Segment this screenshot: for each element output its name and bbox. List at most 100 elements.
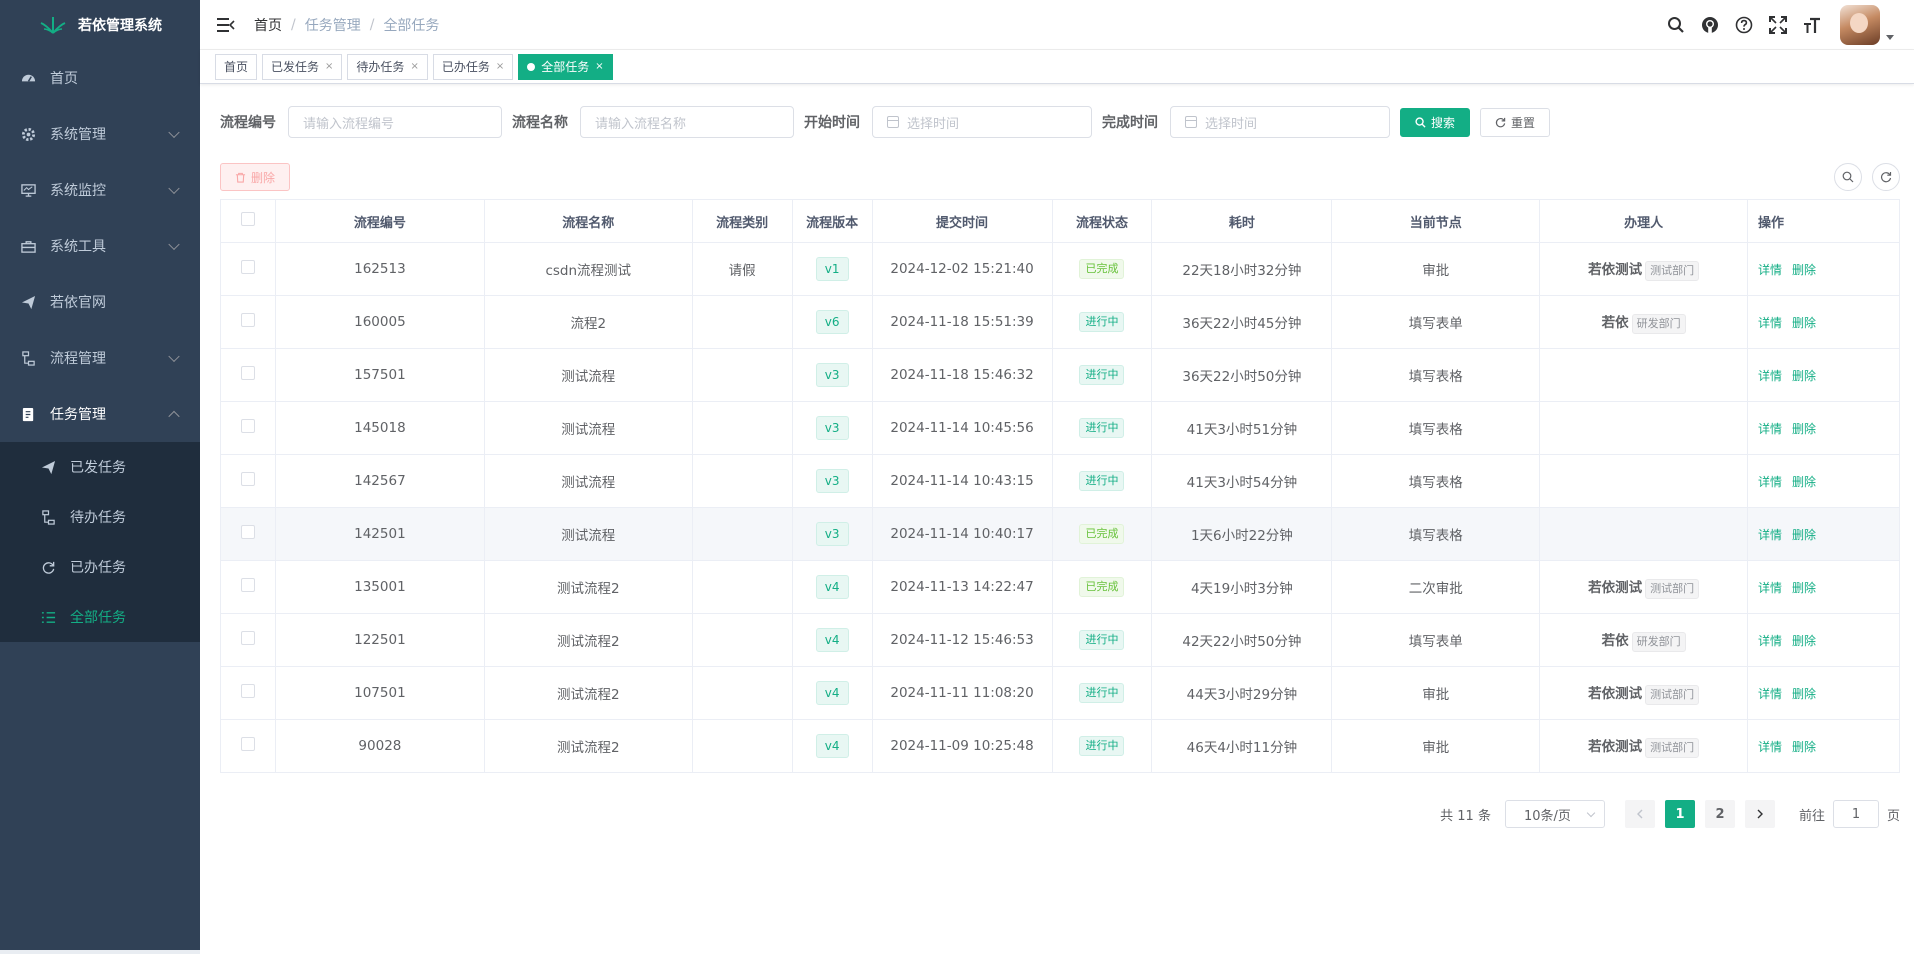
table-row[interactable]: 145018 测试流程 v3 2024-11-14 10:45:56 进行中 41天3小时… — [220, 401, 1900, 455]
row-checkbox[interactable] — [240, 684, 255, 698]
delete-link[interactable]: 删除 — [1792, 474, 1817, 489]
row-checkbox[interactable] — [240, 631, 255, 645]
tag-3[interactable]: 已办任务 × — [432, 53, 514, 80]
delete-link[interactable]: 删除 — [1792, 315, 1817, 330]
help-icon[interactable] — [1734, 15, 1754, 35]
sidebar-item-0[interactable]: 首页 — [0, 50, 200, 106]
table-row[interactable]: 160005 流程2 v6 2024-11-18 15:51:39 进行中 36天22小时… — [220, 295, 1900, 349]
detail-link[interactable]: 详情 — [1758, 580, 1783, 595]
detail-link[interactable]: 详情 — [1758, 315, 1783, 330]
chevron-down-icon[interactable] — [1886, 34, 1894, 40]
status-badge: 进行中 — [1079, 630, 1125, 650]
table-row[interactable]: 142501 测试流程 v3 2024-11-14 10:40:17 已完成 1天6小时2… — [220, 507, 1900, 561]
close-icon[interactable]: × — [325, 61, 334, 72]
detail-link[interactable]: 详情 — [1758, 739, 1783, 754]
tag-4[interactable]: 全部任务 × — [518, 53, 613, 80]
column-header: 操作 — [1747, 199, 1900, 243]
row-checkbox[interactable] — [240, 472, 255, 486]
select-all-checkbox[interactable] — [240, 212, 255, 226]
delete-link[interactable]: 删除 — [1792, 527, 1817, 542]
row-checkbox[interactable] — [240, 578, 255, 592]
row-checkbox[interactable] — [240, 260, 255, 274]
delete-link[interactable]: 删除 — [1792, 368, 1817, 383]
cell-current-node: 审批 — [1331, 242, 1541, 296]
toggle-search-button[interactable] — [1834, 163, 1862, 191]
delete-link[interactable]: 删除 — [1792, 739, 1817, 754]
fullscreen-icon[interactable] — [1768, 15, 1788, 35]
close-icon[interactable]: × — [595, 61, 604, 72]
proc-no-input[interactable]: 请输入流程编号 — [288, 106, 502, 138]
cell-status: 已完成 — [1051, 242, 1153, 296]
row-checkbox[interactable] — [240, 737, 255, 751]
prev-page-button[interactable] — [1624, 800, 1655, 828]
delete-link[interactable]: 删除 — [1792, 580, 1817, 595]
row-checkbox[interactable] — [240, 525, 255, 539]
cell-assignee: 若依测试 测试部门 — [1539, 242, 1749, 296]
delete-link[interactable]: 删除 — [1792, 633, 1817, 648]
detail-link[interactable]: 详情 — [1758, 474, 1783, 489]
table-row[interactable]: 135001 测试流程2 v4 2024-11-13 14:22:47 已完成 4天19小… — [220, 560, 1900, 614]
cell-submit-time: 2024-11-09 10:25:48 — [871, 719, 1053, 773]
row-select-cell — [220, 719, 276, 773]
detail-link[interactable]: 详情 — [1758, 527, 1783, 542]
breadcrumb-home[interactable]: 首页 — [254, 17, 282, 34]
submenu-item-2[interactable]: 已办任务 — [0, 542, 200, 592]
proc-name-input[interactable]: 请输入流程名称 — [580, 106, 794, 138]
search-icon[interactable] — [1666, 15, 1686, 35]
delete-link[interactable]: 删除 — [1792, 686, 1817, 701]
tag-2[interactable]: 待办任务 × — [347, 53, 428, 80]
table-row[interactable]: 157501 测试流程 v3 2024-11-18 15:46:32 进行中 36天22小… — [220, 348, 1900, 402]
goto-page-input[interactable]: 1 — [1832, 800, 1879, 828]
row-checkbox[interactable] — [240, 313, 255, 327]
detail-link[interactable]: 详情 — [1758, 633, 1783, 648]
delete-link[interactable]: 删除 — [1792, 421, 1817, 436]
logo[interactable]: 若依管理系统 — [0, 0, 200, 50]
sidebar-item-5[interactable]: 流程管理 — [0, 330, 200, 386]
hamburger-icon[interactable] — [216, 15, 236, 35]
table-row[interactable]: 90028 测试流程2 v4 2024-11-09 10:25:48 进行中 46天4小时… — [220, 719, 1900, 773]
close-icon[interactable]: × — [410, 61, 419, 72]
submenu-item-3[interactable]: 全部任务 — [0, 592, 200, 642]
submenu-item-1[interactable]: 待办任务 — [0, 492, 200, 542]
submenu-item-0[interactable]: 已发任务 — [0, 442, 200, 492]
cell-submit-time: 2024-11-11 11:08:20 — [871, 666, 1053, 720]
table-row[interactable]: 107501 测试流程2 v4 2024-11-11 11:08:20 进行中 44天3小… — [220, 666, 1900, 720]
sidebar-item-1[interactable]: 系统管理 — [0, 106, 200, 162]
page-button-2[interactable]: 2 — [1704, 800, 1735, 828]
sidebar-item-2[interactable]: 系统监控 — [0, 162, 200, 218]
tag-label: 已办任务 — [441, 60, 490, 74]
detail-link[interactable]: 详情 — [1758, 368, 1783, 383]
sidebar-scrollbar[interactable] — [0, 950, 200, 954]
table-row[interactable]: 142567 测试流程 v3 2024-11-14 10:43:15 进行中 41天3小时… — [220, 454, 1900, 508]
detail-link[interactable]: 详情 — [1758, 686, 1783, 701]
search-icon — [1415, 116, 1426, 128]
next-page-button[interactable] — [1744, 800, 1775, 828]
page-size-select[interactable]: 10条/页 — [1504, 800, 1605, 828]
github-icon[interactable] — [1700, 15, 1720, 35]
detail-link[interactable]: 详情 — [1758, 421, 1783, 436]
finish-time-picker[interactable]: 选择时间 — [1170, 106, 1390, 138]
page-button-1[interactable]: 1 — [1664, 800, 1695, 828]
start-time-picker[interactable]: 选择时间 — [872, 106, 1092, 138]
tag-0[interactable]: 首页 — [215, 53, 258, 80]
sidebar-item-label: 系统工具 — [50, 239, 106, 255]
detail-link[interactable]: 详情 — [1758, 262, 1783, 277]
sidebar-item-4[interactable]: 若依官网 — [0, 274, 200, 330]
sidebar-item-6[interactable]: 任务管理 — [0, 386, 200, 442]
close-icon[interactable]: × — [495, 61, 505, 72]
row-checkbox[interactable] — [240, 419, 255, 433]
refresh-table-button[interactable] — [1872, 163, 1900, 191]
search-button[interactable]: 搜索 — [1400, 107, 1471, 137]
reset-button[interactable]: 重置 — [1480, 107, 1551, 137]
cell-assignee — [1539, 401, 1749, 455]
row-checkbox[interactable] — [240, 366, 255, 380]
table-row[interactable]: 122501 测试流程2 v4 2024-11-12 15:46:53 进行中 42天22… — [220, 613, 1900, 667]
send-icon — [20, 294, 36, 310]
sidebar-item-3[interactable]: 系统工具 — [0, 218, 200, 274]
tag-1[interactable]: 已发任务 × — [262, 53, 343, 80]
table-row[interactable]: 162513 csdn流程测试 请假 v1 2024-12-02 15:21:40 已完成… — [220, 242, 1900, 296]
delete-link[interactable]: 删除 — [1792, 262, 1817, 277]
batch-delete-button[interactable]: 删除 — [220, 163, 291, 191]
font-size-icon[interactable] — [1802, 15, 1822, 35]
avatar[interactable] — [1840, 5, 1880, 45]
